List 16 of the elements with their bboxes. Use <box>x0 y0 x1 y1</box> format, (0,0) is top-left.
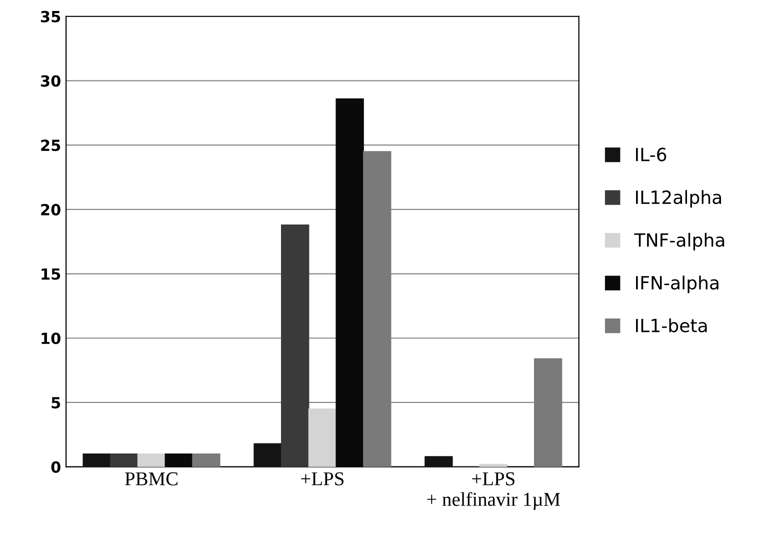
legend-label: IL12alpha <box>636 190 722 208</box>
legend-label: TNF-alpha <box>634 232 724 250</box>
legend-label: IL-6 <box>636 148 666 162</box>
legend-label: IFN-alpha <box>636 276 718 294</box>
y-tick-label: 10 <box>42 332 60 344</box>
y-tick-label: 5 <box>52 397 60 408</box>
x-tick-label: PBMC <box>125 472 178 486</box>
y-tick-label: 15 <box>42 268 60 280</box>
y-tick-label: 20 <box>41 204 60 216</box>
y-tick-label: 35 <box>40 10 60 22</box>
x-tick-label: +LPS <box>301 472 344 486</box>
y-tick-label: 25 <box>41 140 60 152</box>
y-tick-label: 0 <box>51 461 60 473</box>
y-tick-label: 30 <box>40 75 60 87</box>
legend-label: IL1-beta <box>636 318 707 332</box>
x-tick-label: +LPS + nelfinavir 1µM <box>427 472 560 510</box>
